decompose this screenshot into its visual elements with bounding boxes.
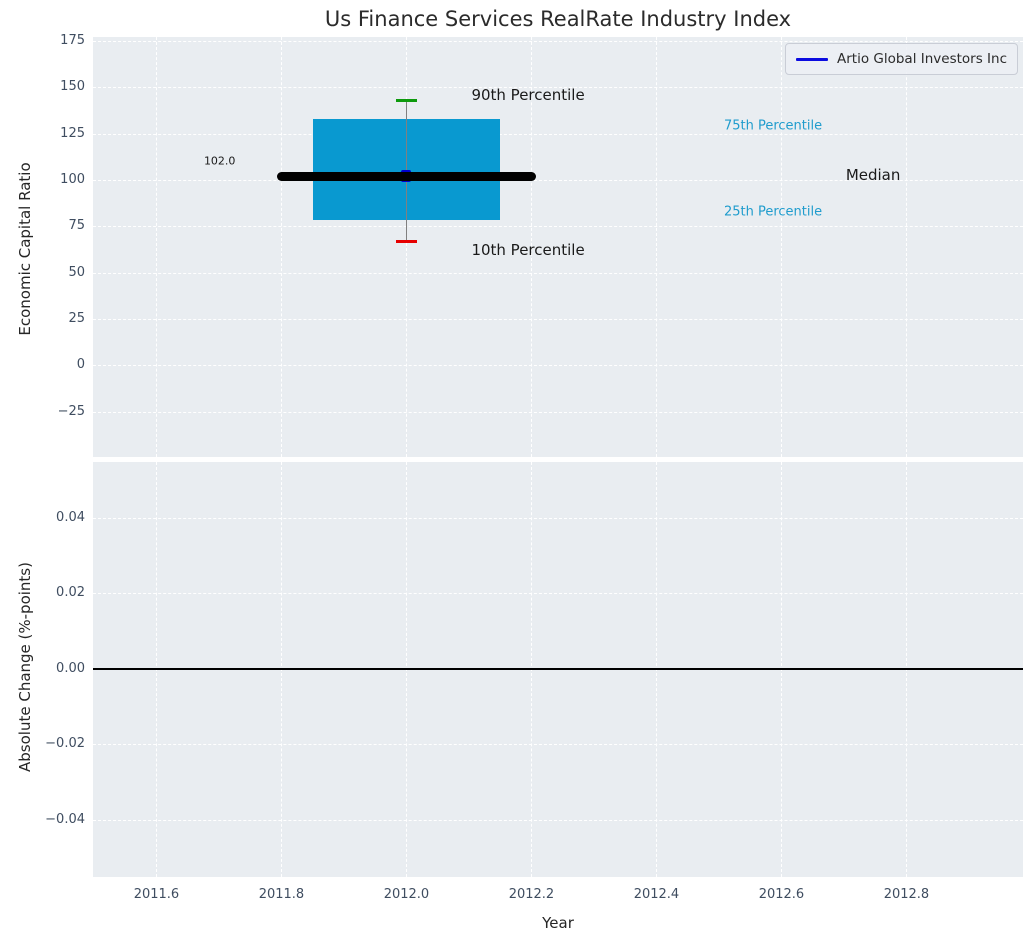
y-tick-label: 0.04 <box>56 509 85 525</box>
y-tick-label: 0.02 <box>56 585 85 601</box>
y-tick-label: 25 <box>68 311 85 327</box>
annotation-median: Median <box>845 166 901 185</box>
h-gridline <box>93 41 1023 43</box>
h-gridline <box>93 180 1023 182</box>
annotation-102-0: 102.0 <box>203 154 236 168</box>
annotation-90th-percentile: 90th Percentile <box>471 85 585 104</box>
h-gridline <box>93 226 1023 228</box>
y-tick-label: 0 <box>76 357 85 373</box>
v-gridline <box>156 37 158 457</box>
zero-line <box>93 667 1023 670</box>
y-tick-label: 0.00 <box>56 660 85 676</box>
v-gridline <box>281 37 283 457</box>
v-gridline <box>781 37 783 457</box>
x-tick-label: 2012.2 <box>508 887 555 902</box>
chart-title: Us Finance Services RealRate Industry In… <box>324 7 792 31</box>
bottom-axes <box>93 462 1023 877</box>
x-tick-label: 2012.4 <box>633 887 680 902</box>
annotation-10th-percentile: 10th Percentile <box>471 241 585 260</box>
x-axis-label: Year <box>542 914 574 932</box>
h-gridline <box>93 593 1023 595</box>
h-gridline <box>93 411 1023 413</box>
y-tick-label: 175 <box>60 33 85 49</box>
whisker-cap-10th <box>395 239 417 243</box>
legend-line-sample <box>796 57 828 61</box>
x-tick-label: 2011.8 <box>258 887 305 902</box>
v-gridline <box>531 37 533 457</box>
y-tick-label: −0.02 <box>45 736 85 752</box>
whisker-cap-90th <box>395 99 417 103</box>
h-gridline <box>93 365 1023 367</box>
annotation-25th-percentile: 25th Percentile <box>723 204 823 220</box>
h-gridline <box>93 517 1023 519</box>
h-gridline <box>93 744 1023 746</box>
x-tick-label: 2012.8 <box>883 887 930 902</box>
h-gridline <box>93 87 1023 89</box>
h-gridline <box>93 319 1023 321</box>
y-tick-label: 125 <box>60 125 85 141</box>
h-gridline <box>93 133 1023 135</box>
x-tick-label: 2011.6 <box>133 887 180 902</box>
h-gridline <box>93 272 1023 274</box>
v-gridline <box>906 37 908 457</box>
x-tick-label: 2012.0 <box>383 887 430 902</box>
x-tick-label: 2012.6 <box>758 887 805 902</box>
y-tick-label: 75 <box>68 218 85 234</box>
y-tick-label: −25 <box>57 403 85 419</box>
y-tick-label: 50 <box>68 264 85 280</box>
median-line <box>276 171 536 181</box>
annotation-75th-percentile: 75th Percentile <box>723 118 823 134</box>
h-gridline <box>93 819 1023 821</box>
legend: Artio Global Investors Inc <box>785 43 1018 75</box>
v-gridline <box>406 37 408 457</box>
y-tick-label: 100 <box>60 172 85 188</box>
y-tick-label: 150 <box>60 79 85 95</box>
top-axes: Artio Global Investors Inc 102.0 90th Per… <box>93 37 1023 457</box>
v-gridline <box>656 37 658 457</box>
legend-label: Artio Global Investors Inc <box>837 51 1007 67</box>
y-tick-label: −0.04 <box>45 811 85 827</box>
